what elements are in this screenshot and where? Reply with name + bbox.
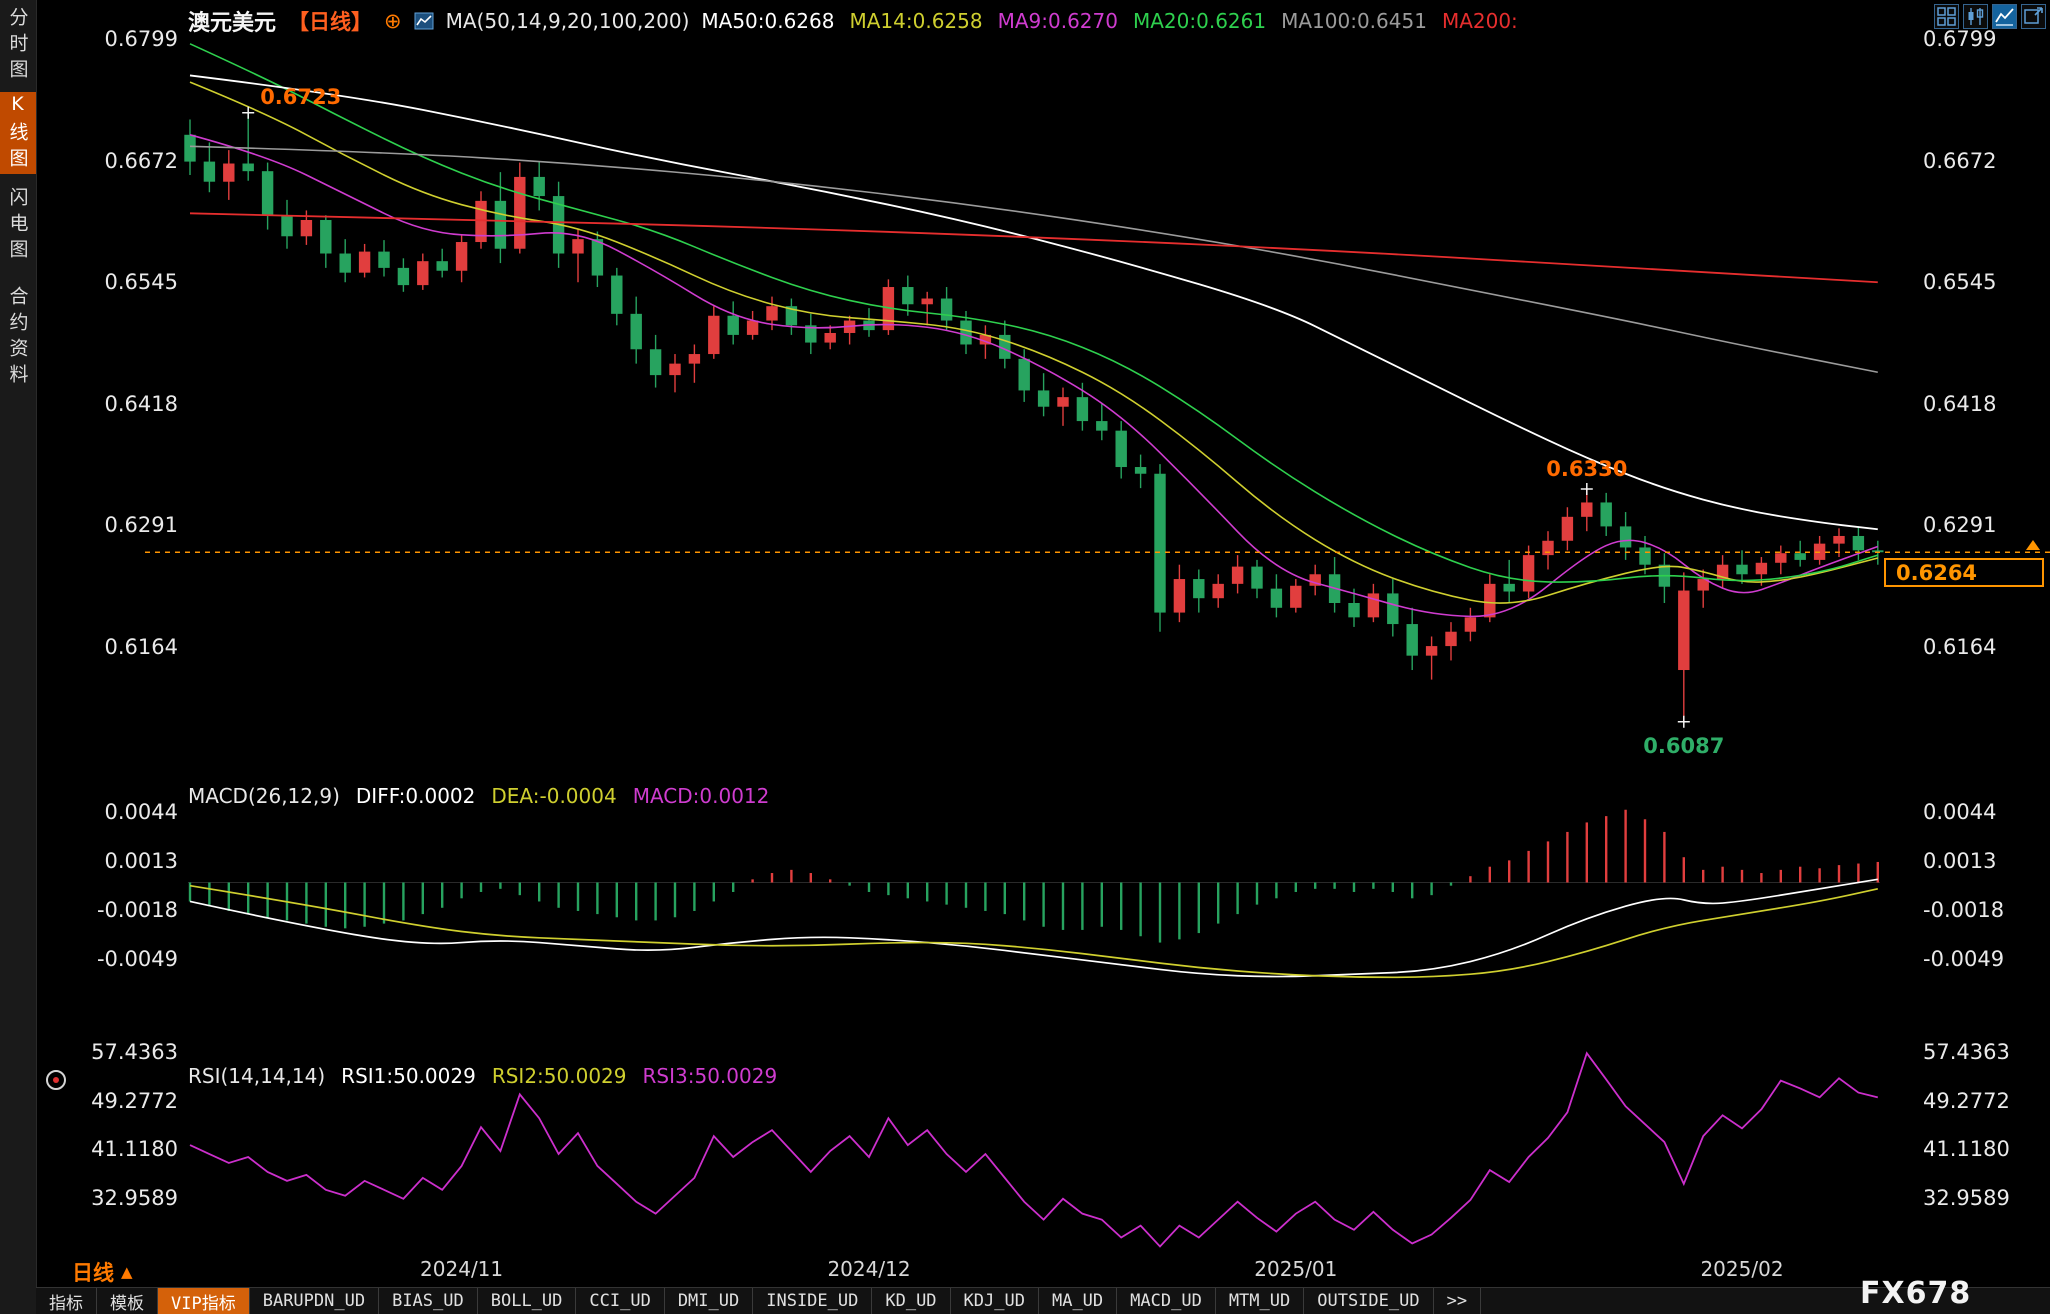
y-axis-label-right: 41.1180 (1923, 1137, 2010, 1162)
macd-value-label: MACD:0.0012 (632, 784, 770, 808)
rsi-value-label: RSI1:50.0029 (341, 1064, 476, 1088)
chart-toolbar (1934, 4, 2046, 29)
y-axis-label-left: 0.6672 (104, 148, 178, 173)
ma-value-label: MA50:0.6268 (701, 9, 835, 33)
tab-macd-ud[interactable]: MACD_UD (1117, 1288, 1216, 1314)
grid-layout-icon[interactable] (1934, 4, 1959, 29)
macd-header: MACD(26,12,9) DIFF:0.0002 DEA:-0.0004 MACD:… (188, 784, 769, 808)
y-axis-label-right: 49.2772 (1923, 1088, 2010, 1113)
chart-type-sidebar: 分时图 K线图闪电图合约资料 (0, 0, 37, 1314)
x-axis-date-label: 2024/11 (420, 1257, 504, 1281)
y-axis-label-right: 0.0044 (1923, 799, 1997, 824)
indicator-tabbar: 指标 模板 VIP指标 BARUPDN_UD BIAS_UD BOLL_UD CCI_UD D… (36, 1287, 2050, 1314)
y-axis-label-left: 41.1180 (91, 1137, 178, 1162)
y-axis-label-right: -0.0018 (1923, 897, 2005, 922)
candlestick-chart-icon[interactable] (1963, 4, 1988, 29)
ma-value-label: MA200: (1441, 9, 1518, 33)
x-axis-date-label: 2025/01 (1254, 1257, 1338, 1281)
y-axis-label-left: 32.9589 (91, 1186, 178, 1210)
price-extreme-label: 0.6087 (1643, 733, 1725, 758)
period-badge: 【日线】 (288, 10, 373, 34)
price-extreme-label: 0.6330 (1546, 457, 1628, 482)
tabs-overflow-button[interactable]: >> (1434, 1288, 1482, 1314)
period-selector[interactable]: 日线 ▲ (72, 1257, 133, 1287)
tab-mtm-ud[interactable]: MTM_UD (1216, 1288, 1305, 1314)
macd-value-label: DEA:-0.0004 (491, 784, 617, 808)
price-extreme-label: 0.6723 (260, 84, 342, 109)
tab-indicators[interactable]: 指标 (36, 1288, 97, 1314)
ma-value-label: MA14:0.6258 (849, 9, 983, 33)
y-axis-label-right: -0.0049 (1923, 946, 2005, 971)
y-axis-label-left: 0.6164 (104, 634, 178, 659)
sidebar-item-lightning-chart[interactable]: 闪电图 (6, 187, 29, 265)
new-panel-icon[interactable] (2021, 4, 2046, 29)
tab-kd-ud[interactable]: KD_UD (872, 1288, 951, 1314)
indicator-bullseye-icon[interactable] (46, 1070, 66, 1090)
tab-outside-ud[interactable]: OUTSIDE_UD (1304, 1288, 1434, 1314)
bar-chart-icon[interactable] (1992, 4, 2017, 29)
price-marker-arrow-icon (2026, 540, 2040, 550)
y-axis-label-left: 49.2772 (91, 1088, 178, 1113)
chevron-up-icon: ▲ (121, 1263, 133, 1281)
y-axis-label-left: 0.0013 (104, 848, 178, 873)
y-axis-label-left: 0.0044 (104, 799, 178, 824)
ma-settings-label: MA(50,14,9,20,100,200) (445, 9, 690, 33)
y-axis-label-right: 32.9589 (1923, 1186, 2010, 1210)
y-axis-label-left: 0.6291 (104, 513, 178, 538)
ma-value-label: MA9:0.6270 (997, 9, 1118, 33)
x-axis-date-label: 2025/02 (1700, 1257, 1784, 1281)
rsi-value-label: RSI3:50.0029 (642, 1064, 778, 1088)
ma-values: MA50:0.6268 MA14:0.6258 MA9:0.6270 MA20:0.6… (701, 9, 1517, 33)
y-axis-label-left: 0.6418 (104, 391, 178, 416)
tab-bias-ud[interactable]: BIAS_UD (379, 1288, 478, 1314)
x-axis-date-label: 2024/12 (827, 1257, 911, 1281)
tab-ma-ud[interactable]: MA_UD (1039, 1288, 1118, 1314)
tab-barupdn-ud[interactable]: BARUPDN_UD (250, 1288, 380, 1314)
tab-templates[interactable]: 模板 (97, 1288, 158, 1314)
macd-value-label: DIFF:0.0002 (355, 784, 476, 808)
symbol-title: 澳元美元 (188, 11, 277, 36)
rsi-value-label: RSI(14,14,14) (188, 1064, 326, 1088)
y-axis-label-right: 57.4363 (1923, 1040, 2010, 1064)
tab-inside-ud[interactable]: INSIDE_UD (753, 1288, 873, 1314)
y-axis-label-left: 57.4363 (91, 1040, 178, 1064)
rsi-header: RSI(14,14,14) RSI1:50.0029 RSI2:50.0029 RSI… (188, 1064, 777, 1088)
tab-boll-ud[interactable]: BOLL_UD (478, 1288, 577, 1314)
tab-vip-indicators[interactable]: VIP指标 (158, 1288, 250, 1314)
watermark: FX678 (1860, 1276, 1972, 1311)
mini-chart-icon (414, 12, 434, 30)
sidebar-item-time-chart[interactable]: 分时图 (6, 7, 29, 85)
ma-value-label: MA100:0.6451 (1281, 9, 1427, 33)
main-chart-header: 澳元美元 【日线】 ⊕ MA(50,14,9,20,100,200) MA50:… (188, 5, 1518, 37)
y-axis-label-right: 0.6164 (1923, 634, 1997, 659)
y-axis-label-left: -0.0049 (96, 946, 178, 971)
compare-add-icon[interactable]: ⊕ (384, 8, 402, 33)
y-axis-label-left: -0.0018 (96, 897, 178, 922)
rsi-value-label: RSI2:50.0029 (491, 1064, 627, 1088)
sidebar-item-kline-chart[interactable]: K线图 (0, 92, 36, 174)
tab-kdj-ud[interactable]: KDJ_UD (951, 1288, 1039, 1314)
y-axis-label-right: 0.0013 (1923, 848, 1997, 873)
y-axis-label-right: 0.6545 (1923, 270, 1997, 295)
y-axis-label-left: 0.6545 (104, 270, 178, 295)
tab-dmi-ud[interactable]: DMI_UD (665, 1288, 754, 1314)
sidebar-item-contract-info[interactable]: 合约资料 (6, 286, 29, 390)
period-selector-label: 日线 (72, 1261, 114, 1285)
y-axis-label-right: 0.6672 (1923, 148, 1997, 173)
y-axis-label-right: 0.6291 (1923, 513, 1997, 538)
y-axis-label-right: 0.6799 (1923, 27, 1997, 51)
tab-cci-ud[interactable]: CCI_UD (576, 1288, 665, 1314)
current-price-value: 0.6264 (1896, 560, 1978, 585)
macd-value-label: MACD(26,12,9) (188, 784, 340, 808)
current-price-tag: 0.6264 (1884, 558, 2044, 587)
y-axis-label-left: 0.6799 (104, 27, 178, 51)
y-axis-label-right: 0.6418 (1923, 391, 1997, 416)
ma-value-label: MA20:0.6261 (1132, 9, 1267, 33)
